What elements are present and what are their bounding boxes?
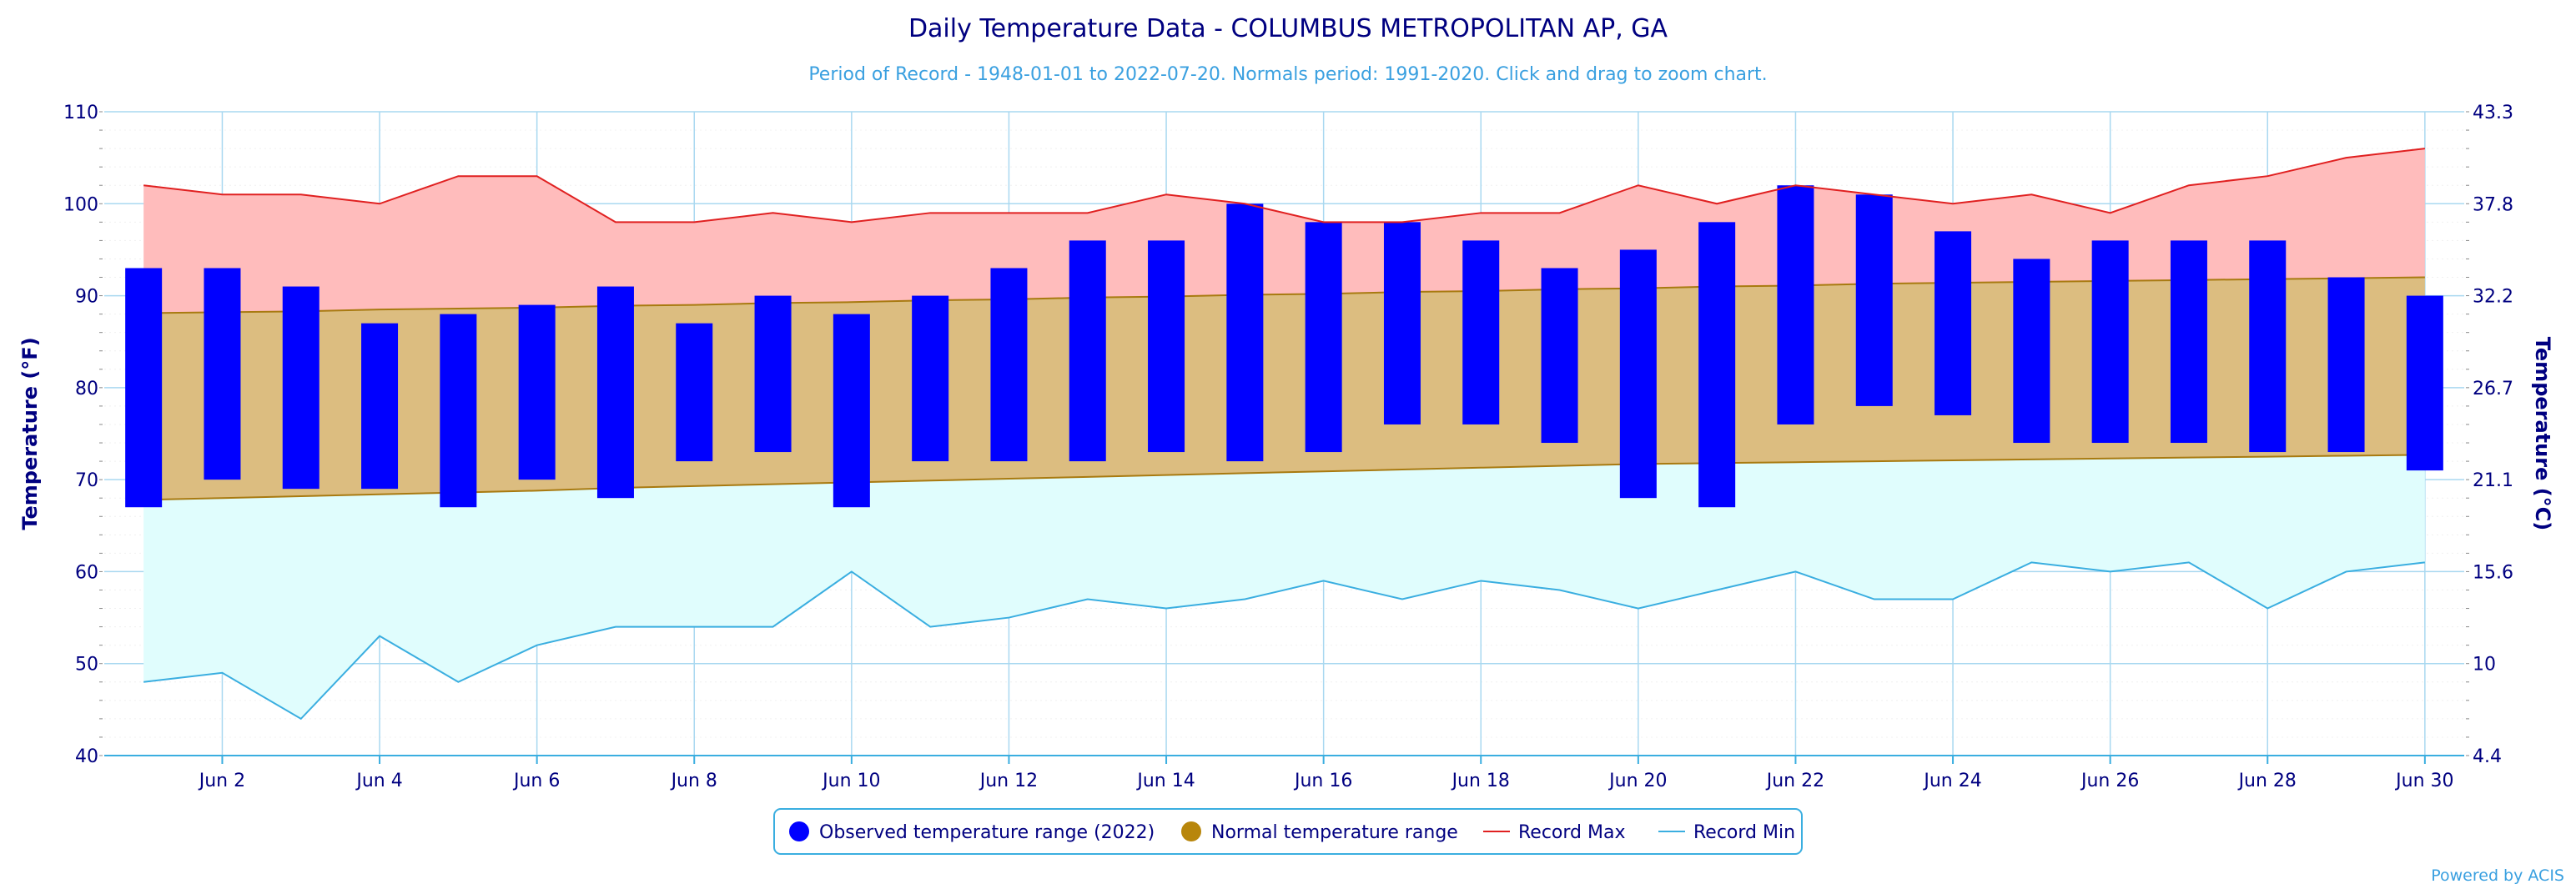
- observed-bar[interactable]: [2406, 295, 2443, 471]
- x-tick-label: Jun 22: [1765, 771, 1824, 791]
- observed-bar[interactable]: [204, 268, 241, 480]
- chart-legend: Observed temperature range (2022) Normal…: [773, 808, 1803, 855]
- x-tick-label: Jun 16: [1293, 771, 1352, 791]
- x-tick-label: Jun 28: [2237, 771, 2297, 791]
- legend-record-max-label: Record Max: [1518, 822, 1626, 843]
- y-tick-label-right: 32.2: [2473, 287, 2513, 308]
- observed-bar[interactable]: [754, 295, 792, 453]
- observed-bar[interactable]: [1383, 222, 1421, 424]
- x-tick-label: Jun 26: [2080, 771, 2139, 791]
- y-tick-label-right: 15.6: [2473, 562, 2513, 583]
- observed-bar[interactable]: [1305, 222, 1342, 453]
- observed-bar[interactable]: [2327, 277, 2365, 453]
- observed-bar[interactable]: [125, 268, 163, 508]
- y-tick-label-left: 50: [75, 655, 98, 676]
- y-axis-title-right: Temperature (°C): [2531, 337, 2554, 531]
- x-tick-label: Jun 20: [1607, 771, 1667, 791]
- chart-title: Daily Temperature Data - COLUMBUS METROP…: [908, 14, 1668, 43]
- observed-bar[interactable]: [1462, 240, 1500, 424]
- observed-bar[interactable]: [1855, 194, 1893, 406]
- x-tick-label: Jun 30: [2394, 771, 2453, 791]
- y-tick-label-right: 10: [2473, 655, 2496, 676]
- area-series: [143, 148, 2425, 719]
- record-min-to-normal-area: [143, 455, 2425, 719]
- observed-bar[interactable]: [676, 323, 713, 462]
- observed-bar[interactable]: [1619, 249, 1657, 499]
- observed-bar[interactable]: [2249, 240, 2287, 453]
- observed-bar[interactable]: [1777, 185, 1814, 424]
- record-lines: [143, 148, 2425, 721]
- x-tick-label: Jun 24: [1922, 771, 1981, 791]
- observed-bar[interactable]: [282, 286, 319, 490]
- legend-item-observed[interactable]: Observed temperature range (2022): [789, 821, 1155, 843]
- observed-bar[interactable]: [1148, 240, 1185, 453]
- legend-item-record-max[interactable]: Record Max: [1483, 822, 1626, 843]
- record-min-line: [143, 561, 2425, 721]
- legend-observed-symbol: [789, 821, 809, 841]
- y-axis-title-left: Temperature (°F): [18, 337, 42, 530]
- observed-bar[interactable]: [833, 314, 870, 508]
- legend-box: [773, 808, 1803, 855]
- x-tick-label: Jun 10: [821, 771, 880, 791]
- observed-bar[interactable]: [1935, 231, 1972, 415]
- y-tick-label-right: 4.4: [2473, 746, 2502, 767]
- record-max-line: [143, 148, 2425, 224]
- observed-bar[interactable]: [361, 323, 399, 490]
- y-tick-label-right: 37.8: [2473, 194, 2513, 215]
- observed-bar[interactable]: [596, 286, 634, 499]
- observed-bar[interactable]: [1541, 268, 1578, 444]
- axes: 40 4.4 50 10 60 15.6 70 21.1 80 26.7 90 32.2 100 37.8…: [63, 103, 2513, 791]
- x-tick-label: Jun 2: [198, 771, 245, 791]
- observed-bar[interactable]: [518, 304, 556, 480]
- y-tick-label-left: 60: [75, 562, 98, 583]
- legend-item-record-min[interactable]: Record Min: [1658, 822, 1795, 843]
- observed-bar[interactable]: [440, 314, 477, 508]
- observed-bar[interactable]: [2091, 240, 2129, 444]
- normal-low-line: [143, 454, 2425, 501]
- y-tick-label-left: 90: [75, 287, 98, 308]
- legend-observed-label: Observed temperature range (2022): [819, 822, 1155, 843]
- chart-subtitle: Period of Record - 1948-01-01 to 2022-07…: [808, 64, 1767, 85]
- observed-bar[interactable]: [1226, 203, 1264, 462]
- normal-range-area: [143, 277, 2425, 500]
- legend-record-min-label: Record Min: [1693, 822, 1795, 843]
- y-tick-label-left: 70: [75, 470, 98, 491]
- observed-bar[interactable]: [2013, 259, 2050, 444]
- observed-bar[interactable]: [1069, 240, 1106, 462]
- y-tick-label-right: 21.1: [2473, 470, 2513, 491]
- legend-normal-label: Normal temperature range: [1211, 822, 1458, 843]
- observed-bar[interactable]: [1698, 222, 1736, 508]
- x-tick-label: Jun 18: [1451, 771, 1510, 791]
- observed-bar[interactable]: [912, 295, 949, 462]
- x-tick-label: Jun 4: [355, 771, 402, 791]
- normal-to-record-max-area: [143, 148, 2425, 314]
- credits-link[interactable]: Powered by ACIS: [2431, 866, 2564, 885]
- y-tick-label-left: 110: [63, 103, 98, 123]
- y-tick-label-right: 43.3: [2473, 103, 2513, 123]
- x-tick-label: Jun 12: [979, 771, 1038, 791]
- x-tick-label: Jun 14: [1135, 771, 1195, 791]
- y-tick-label-left: 80: [75, 379, 98, 399]
- observed-bar[interactable]: [2170, 240, 2207, 444]
- y-tick-label-right: 26.7: [2473, 379, 2513, 399]
- x-tick-label: Jun 8: [670, 771, 717, 791]
- legend-item-normal[interactable]: Normal temperature range: [1181, 821, 1458, 843]
- legend-normal-symbol: [1181, 821, 1201, 841]
- y-tick-label-left: 100: [63, 194, 98, 215]
- observed-bars[interactable]: [125, 185, 2443, 508]
- y-tick-label-left: 40: [75, 746, 98, 767]
- x-tick-label: Jun 6: [512, 771, 560, 791]
- observed-bar[interactable]: [990, 268, 1028, 462]
